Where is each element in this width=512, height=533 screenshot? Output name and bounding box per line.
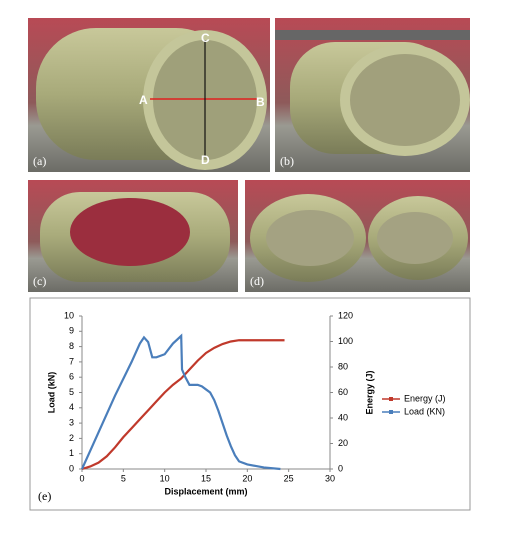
- legend-marker: [389, 410, 393, 414]
- y-tick-label: 5: [69, 387, 74, 397]
- x-axis-label: Displacement (mm): [164, 486, 247, 496]
- y-tick-label: 4: [69, 402, 74, 412]
- y-tick-label: 6: [69, 372, 74, 382]
- panel-label: (e): [38, 489, 51, 503]
- y2-tick-label: 120: [338, 310, 353, 320]
- y-tick-label: 1: [69, 448, 74, 458]
- y-axis-label: Load (kN): [46, 372, 56, 414]
- legend-label: Load (KN): [404, 406, 445, 416]
- x-tick-label: 5: [121, 473, 126, 483]
- y2-tick-label: 20: [338, 438, 348, 448]
- y-tick-label: 0: [69, 463, 74, 473]
- legend-marker: [389, 397, 393, 401]
- point-label: B: [256, 95, 265, 109]
- y2-tick-label: 100: [338, 336, 353, 346]
- series-line: [80, 333, 281, 471]
- panel-label: (c): [33, 274, 46, 288]
- y-tick-label: 10: [64, 310, 74, 320]
- y2-axis-label: Energy (J): [364, 370, 374, 414]
- y-tick-label: 7: [69, 356, 74, 366]
- y-tick-label: 3: [69, 417, 74, 427]
- y2-tick-label: 80: [338, 361, 348, 371]
- y2-tick-label: 0: [338, 463, 343, 473]
- y2-tick-label: 40: [338, 412, 348, 422]
- point-label: D: [201, 153, 210, 167]
- y2-tick-label: 60: [338, 387, 348, 397]
- series-line: [81, 339, 285, 471]
- x-tick-label: 15: [201, 473, 211, 483]
- y-tick-label: 2: [69, 433, 74, 443]
- panel-label: (d): [250, 274, 264, 288]
- x-tick-label: 10: [160, 473, 170, 483]
- y-tick-label: 8: [69, 341, 74, 351]
- x-tick-label: 20: [242, 473, 252, 483]
- x-tick-label: 30: [325, 473, 335, 483]
- x-tick-label: 0: [79, 473, 84, 483]
- panel-label: (b): [280, 154, 294, 168]
- point-label: A: [139, 93, 148, 107]
- y-tick-label: 9: [69, 326, 74, 336]
- legend-label: Energy (J): [404, 393, 446, 403]
- photo-d: (d): [245, 180, 470, 292]
- panel-label: (a): [33, 154, 46, 168]
- x-tick-label: 25: [284, 473, 294, 483]
- photo-b: (b): [275, 18, 470, 172]
- photo-a: A B C D (a): [28, 18, 270, 172]
- chart-frame: [29, 297, 471, 511]
- photo-c: (c): [28, 180, 238, 292]
- point-label: C: [201, 31, 210, 45]
